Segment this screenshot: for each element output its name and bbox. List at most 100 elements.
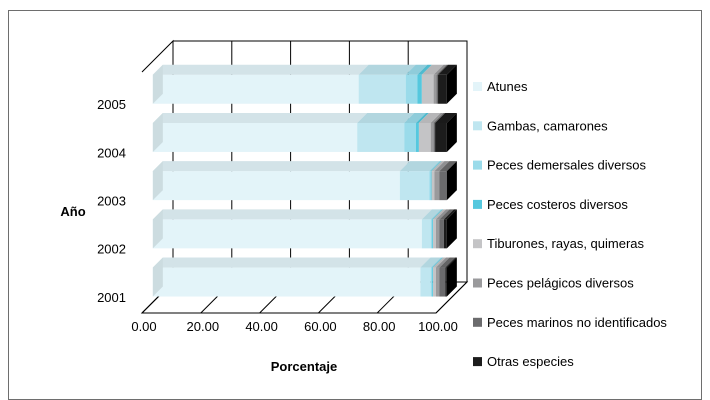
bar-segment-top bbox=[421, 209, 441, 220]
bar-segment bbox=[431, 171, 435, 201]
bar-segment bbox=[435, 267, 440, 297]
bar-segment bbox=[420, 267, 431, 297]
legend-label: Otras especies bbox=[487, 354, 574, 369]
legend-swatch bbox=[473, 357, 482, 367]
bar-segment bbox=[430, 171, 432, 201]
bar-segment bbox=[404, 122, 416, 152]
bar-end-cap bbox=[446, 64, 457, 104]
bar-segment-top bbox=[399, 161, 440, 172]
bar-segment-top bbox=[439, 257, 456, 268]
bar-segment bbox=[436, 74, 439, 104]
legend-swatch bbox=[473, 278, 482, 288]
bar-segment-top bbox=[404, 112, 426, 123]
bar-segment-top bbox=[445, 257, 457, 268]
legend-swatch bbox=[473, 121, 482, 131]
bar-segment bbox=[433, 74, 437, 104]
x-tick-label: 0.00 bbox=[131, 319, 156, 334]
bar-segment-top bbox=[152, 64, 369, 75]
bar-segment bbox=[432, 219, 434, 249]
bar-segment bbox=[405, 74, 418, 104]
bar-segment bbox=[445, 267, 447, 297]
bar-end-cap bbox=[446, 257, 457, 297]
bar-segment bbox=[434, 171, 440, 201]
bar-segment-top bbox=[152, 257, 431, 268]
bar-start-cap bbox=[152, 112, 163, 152]
bar-segment-top bbox=[432, 209, 444, 220]
x-tick-label: 100.00 bbox=[418, 319, 458, 334]
bar-segment-top bbox=[430, 257, 443, 268]
bar-segment-top bbox=[439, 161, 457, 172]
bar-segment-top bbox=[357, 112, 415, 123]
bar-segment bbox=[438, 74, 447, 104]
bar-segment-top bbox=[433, 112, 446, 123]
bar-segment-top bbox=[433, 209, 446, 220]
bar-segment bbox=[432, 267, 434, 297]
legend-swatch bbox=[473, 160, 482, 170]
bar-segment-top bbox=[433, 257, 446, 268]
bar-segment bbox=[418, 122, 431, 152]
bar-start-cap bbox=[152, 209, 163, 249]
bar-segment-top bbox=[430, 112, 444, 123]
bar-segment-top bbox=[358, 64, 416, 75]
x-tick-label: 40.00 bbox=[245, 319, 278, 334]
bar-segment bbox=[430, 219, 433, 249]
y-axis-title: Año bbox=[60, 204, 85, 219]
bar-segment-top bbox=[435, 257, 450, 268]
bar-segment-top bbox=[418, 112, 441, 123]
x-gridline-floor bbox=[435, 281, 468, 314]
bar-segment-top bbox=[430, 161, 442, 172]
y-tick-label: 2004 bbox=[97, 145, 126, 160]
legend-label: Peces marinos no identificados bbox=[487, 315, 667, 330]
bar-segment-top bbox=[439, 209, 454, 220]
bar-segment bbox=[439, 171, 447, 201]
bar-segment-top bbox=[443, 209, 457, 220]
bar-segment-top bbox=[415, 112, 429, 123]
bar-segment bbox=[430, 267, 433, 297]
bar-segment-top bbox=[152, 112, 368, 123]
bar-segment-top bbox=[421, 64, 444, 75]
legend-label: Tiburones, rayas, quimeras bbox=[487, 236, 645, 251]
bar-segment-top bbox=[438, 64, 457, 75]
bar-segment-top bbox=[405, 64, 428, 75]
x-tick-label: 60.00 bbox=[304, 319, 337, 334]
x-axis-title: Porcentaje bbox=[271, 359, 337, 374]
bar-segment bbox=[152, 219, 422, 249]
bar-segment bbox=[417, 74, 422, 104]
bar-segment bbox=[433, 122, 436, 152]
bar-segment bbox=[433, 267, 436, 297]
bar-end-cap bbox=[446, 112, 457, 152]
bar-start-cap bbox=[152, 257, 163, 297]
bar-segment bbox=[429, 171, 431, 201]
bar-segment bbox=[439, 219, 444, 249]
legend-swatch bbox=[473, 317, 482, 327]
legend-label: Peces costeros diversos bbox=[487, 197, 628, 212]
bar-segment bbox=[421, 74, 434, 104]
bar-segment bbox=[357, 122, 405, 152]
y-tick-label: 2003 bbox=[97, 194, 126, 209]
bar-segment bbox=[152, 267, 421, 297]
bar-segment bbox=[439, 267, 446, 297]
legend-label: Gambas, camarones bbox=[487, 118, 608, 133]
bar-segment bbox=[152, 122, 358, 152]
bar-segment bbox=[443, 219, 447, 249]
bar-segment bbox=[415, 122, 419, 152]
bar-segment bbox=[433, 219, 436, 249]
x-tick-label: 80.00 bbox=[363, 319, 396, 334]
bar-segment-top bbox=[432, 257, 444, 268]
y-tick-label: 2005 bbox=[97, 97, 126, 112]
bar-segment bbox=[435, 219, 440, 249]
bar-segment bbox=[421, 219, 431, 249]
chart-bars bbox=[152, 64, 457, 297]
x-tick-label: 20.00 bbox=[187, 319, 220, 334]
legend-swatch bbox=[473, 239, 482, 249]
legend-swatch bbox=[473, 199, 482, 209]
bar-start-cap bbox=[152, 161, 163, 201]
bar-segment-top bbox=[433, 64, 447, 75]
bar-segment bbox=[399, 171, 430, 201]
x-axis-ticks: 0.00 20.00 40.00 60.00 80.00 100.00 bbox=[131, 319, 458, 334]
legend-swatch bbox=[473, 82, 482, 91]
bar-segment-top bbox=[430, 209, 443, 220]
bar-segment-top bbox=[436, 64, 449, 75]
legend-label: Atunes bbox=[487, 79, 528, 94]
